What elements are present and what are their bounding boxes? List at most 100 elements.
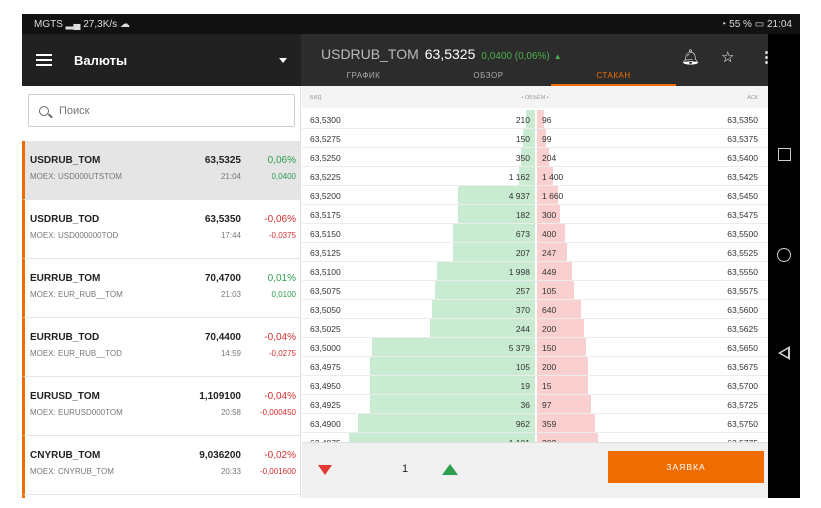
order-footer: 1 ЗАЯВКА xyxy=(302,442,768,498)
bid-volume: 19 xyxy=(520,381,530,391)
carrier-label: MGTS xyxy=(34,18,63,30)
orderbook-row[interactable]: 63,5300 210 96 63,5350 xyxy=(302,110,768,129)
instrument-time: 20:58 xyxy=(220,408,241,417)
orderbook-row[interactable]: 63,5275 150 99 63,5375 xyxy=(302,129,768,148)
instrument-exchange: MOEX: EURUSD000TOM xyxy=(30,408,123,417)
instrument-row[interactable]: EURRUB_TOD MOEX: EUR_RUB__TOD 70,4400 14:59… xyxy=(22,318,300,377)
bid-volume-bar xyxy=(523,129,535,147)
section-title[interactable]: Валюты xyxy=(74,52,128,68)
bid-price: 63,5000 xyxy=(310,343,341,353)
bid-volume-bar xyxy=(358,414,535,432)
bid-price: 63,5225 xyxy=(310,172,341,182)
order-book: БИД • ОБЪЁМ • АСК 63,5300 210 96 63,5350 63,… xyxy=(302,86,768,498)
ask-price: 63,5625 xyxy=(727,324,758,334)
bid-volume: 1 998 xyxy=(508,267,530,277)
instrument-change-pct: 0,01% xyxy=(267,273,296,284)
bid-price: 63,4900 xyxy=(310,419,341,429)
orderbook-row[interactable]: 63,5050 370 640 63,5600 xyxy=(302,300,768,319)
bell-plus-icon[interactable]: 🔔︎ xyxy=(681,49,701,66)
bid-volume: 36 xyxy=(520,400,530,410)
instrument-row[interactable]: USDRUB_TOM MOEX: USD000UTSTOM 63,5325 21:04… xyxy=(22,141,300,200)
bid-price: 63,5050 xyxy=(310,305,341,315)
left-app-bar: Валюты xyxy=(22,34,301,86)
header-ask: АСК xyxy=(747,95,758,101)
instrument-name: CNYRUB_TOM xyxy=(30,450,101,461)
instrument-row[interactable]: EURUSD_TOM MOEX: EURUSD000TOM 1,109100 20:5… xyxy=(22,377,300,436)
order-book-rows[interactable]: 63,5300 210 96 63,5350 63,5275 150 99 63,5375 63… xyxy=(302,110,768,442)
ask-price: 63,5550 xyxy=(727,267,758,277)
tab-overview[interactable]: ОБЗОР xyxy=(473,71,504,80)
bid-volume: 350 xyxy=(515,153,530,163)
instrument-name: EURRUB_TOD xyxy=(30,332,100,343)
bid-volume: 210 xyxy=(515,115,530,125)
orderbook-row[interactable]: 63,5250 350 204 63,5400 xyxy=(302,148,768,167)
recent-apps-icon[interactable] xyxy=(778,148,791,161)
decrease-button[interactable] xyxy=(318,465,332,475)
search-input[interactable] xyxy=(59,104,259,117)
orderbook-row[interactable]: 63,4925 36 97 63,5725 xyxy=(302,395,768,414)
bid-volume: 105 xyxy=(515,362,530,372)
bid-volume: 207 xyxy=(515,248,530,258)
bid-price: 63,5275 xyxy=(310,134,341,144)
tab-orderbook[interactable]: СТАКАН xyxy=(551,68,676,86)
instrument-change-abs: 0,0100 xyxy=(271,290,296,299)
ask-volume-bar xyxy=(537,433,598,442)
instrument-change-pct: 0,06% xyxy=(267,155,296,166)
orderbook-row[interactable]: 63,4950 19 15 63,5700 xyxy=(302,376,768,395)
quantity-value[interactable]: 1 xyxy=(402,463,409,475)
bid-volume-bar xyxy=(349,433,535,442)
orderbook-row[interactable]: 63,4975 105 200 63,5675 xyxy=(302,357,768,376)
search-icon xyxy=(39,105,49,116)
back-icon[interactable] xyxy=(778,346,790,360)
orderbook-row[interactable]: 63,5075 257 105 63,5575 xyxy=(302,281,768,300)
ask-price: 63,5750 xyxy=(727,419,758,429)
ask-price: 63,5675 xyxy=(727,362,758,372)
ask-price: 63,5575 xyxy=(727,286,758,296)
bid-volume: 244 xyxy=(515,324,530,334)
orderbook-row[interactable]: 63,5175 182 300 63,5475 xyxy=(302,205,768,224)
instrument-row-partial[interactable] xyxy=(22,495,300,498)
order-button[interactable]: ЗАЯВКА xyxy=(608,451,764,483)
instrument-row[interactable]: USDRUB_TOD MOEX: USD000000TOD 63,5350 17:44… xyxy=(22,200,300,259)
ask-volume-bar xyxy=(537,243,567,261)
bid-volume-bar xyxy=(521,148,535,166)
bid-volume-bar xyxy=(370,376,535,394)
instrument-row[interactable]: CNYRUB_TOM MOEX: CNYRUB_TOM 9,036200 20:33 -… xyxy=(22,436,300,495)
bid-volume: 962 xyxy=(515,419,530,429)
chevron-down-icon[interactable] xyxy=(279,57,287,63)
header-volume: • ОБЪЁМ • xyxy=(521,95,549,101)
orderbook-row[interactable]: 63,5200 4 937 1 660 63,5450 xyxy=(302,186,768,205)
instrument-price: 70,4400 xyxy=(204,332,241,343)
ask-volume-bar xyxy=(537,148,549,166)
ask-volume: 247 xyxy=(542,248,557,258)
instrument-row[interactable]: EURRUB_TOM MOEX: EUR_RUB__TOM 70,4700 21:03… xyxy=(22,259,300,318)
bid-volume-bar xyxy=(435,281,535,299)
instrument-time: 20:33 xyxy=(220,467,241,476)
network-speed: 27,3K/s xyxy=(83,18,118,30)
instrument-exchange: MOEX: CNYRUB_TOM xyxy=(30,467,114,476)
ask-volume: 15 xyxy=(542,381,552,391)
tab-chart[interactable]: ГРАФИК xyxy=(346,71,381,80)
orderbook-row[interactable]: 63,4875 1 101 202 63,5775 xyxy=(302,433,768,442)
status-bar: MGTS ▂▄ 27,3K/s ☁ ◔ 55 % ▭ 21:04 xyxy=(22,14,800,34)
orderbook-row[interactable]: 63,5225 1 162 1 400 63,5425 xyxy=(302,167,768,186)
ask-volume-bar xyxy=(537,167,553,185)
orderbook-row[interactable]: 63,5025 244 200 63,5625 xyxy=(302,319,768,338)
battery-icon: ▭ xyxy=(754,18,765,30)
instrument-change-pct: -0,02% xyxy=(264,450,296,461)
orderbook-row[interactable]: 63,5000 5 379 150 63,5650 xyxy=(302,338,768,357)
ask-volume: 449 xyxy=(542,267,557,277)
star-plus-icon[interactable]: ☆ xyxy=(721,49,735,66)
orderbook-row[interactable]: 63,5150 673 400 63,5500 xyxy=(302,224,768,243)
ask-price: 63,5600 xyxy=(727,305,758,315)
orderbook-row[interactable]: 63,4900 962 359 63,5750 xyxy=(302,414,768,433)
menu-icon[interactable] xyxy=(36,54,52,66)
increase-button[interactable] xyxy=(442,464,458,475)
search-box[interactable] xyxy=(28,94,295,127)
bid-volume-bar xyxy=(437,262,535,280)
orderbook-row[interactable]: 63,5100 1 998 449 63,5550 xyxy=(302,262,768,281)
bid-price: 63,5100 xyxy=(310,267,341,277)
home-icon[interactable] xyxy=(777,248,791,262)
ask-volume: 300 xyxy=(542,210,557,220)
orderbook-row[interactable]: 63,5125 207 247 63,5525 xyxy=(302,243,768,262)
